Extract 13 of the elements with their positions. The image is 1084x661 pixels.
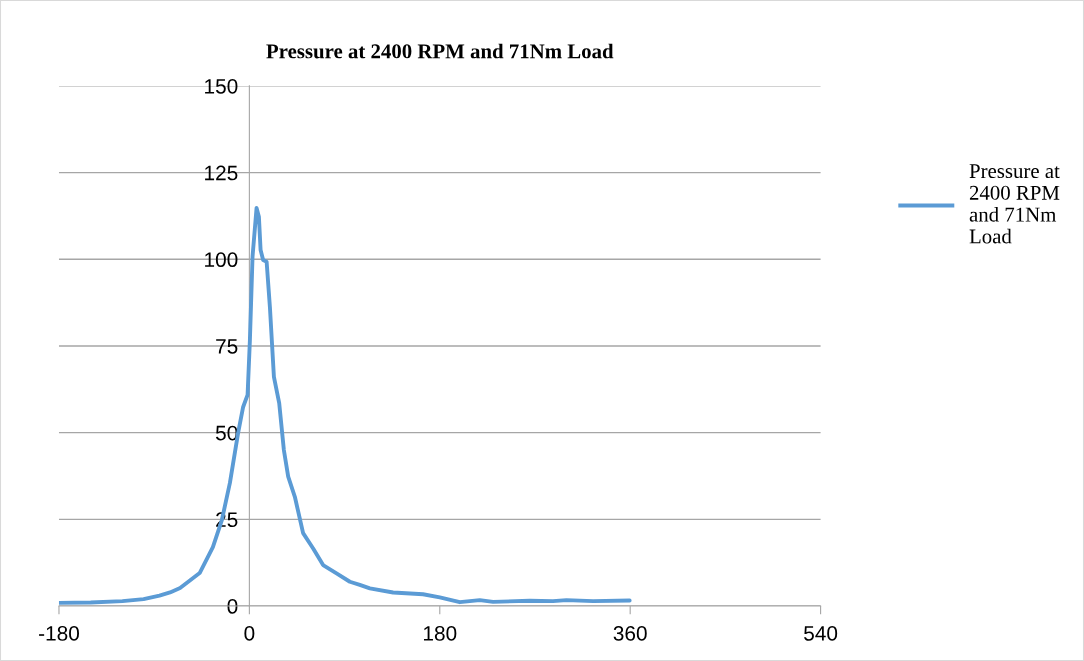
y-tick-label: 50: [215, 425, 238, 441]
y-tick-label: 125: [205, 165, 238, 181]
y-tick-label: 150: [205, 78, 238, 94]
x-tick-label: 540: [804, 626, 838, 641]
y-tick-label: 100: [205, 252, 238, 268]
x-tick-label: 180: [423, 626, 457, 641]
y-tick-label: 75: [216, 339, 238, 354]
x-tick-label: 0: [244, 626, 255, 641]
y-tick-label: 0: [227, 599, 238, 614]
x-tick-label: 360: [613, 626, 647, 641]
chart-title: Pressure at 2400 RPM and 71Nm Load: [266, 43, 614, 59]
x-tick-label: -180: [39, 626, 80, 641]
legend-label: Pressure at 2400 RPM and 71Nm Load: [969, 164, 1060, 244]
